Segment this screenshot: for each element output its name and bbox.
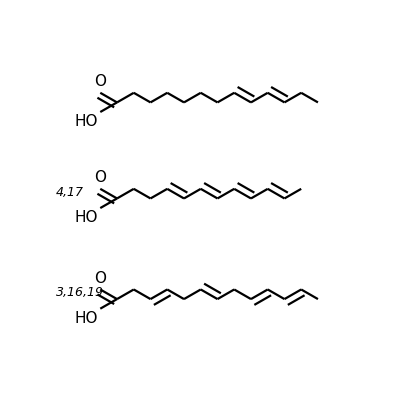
Text: O: O <box>94 74 106 89</box>
Text: HO: HO <box>74 311 98 326</box>
Text: O: O <box>94 270 106 286</box>
Text: HO: HO <box>74 211 98 225</box>
Text: O: O <box>94 170 106 185</box>
Text: HO: HO <box>74 114 98 129</box>
Text: 4,17: 4,17 <box>55 186 84 199</box>
Text: 3,16,19: 3,16,19 <box>55 286 104 299</box>
